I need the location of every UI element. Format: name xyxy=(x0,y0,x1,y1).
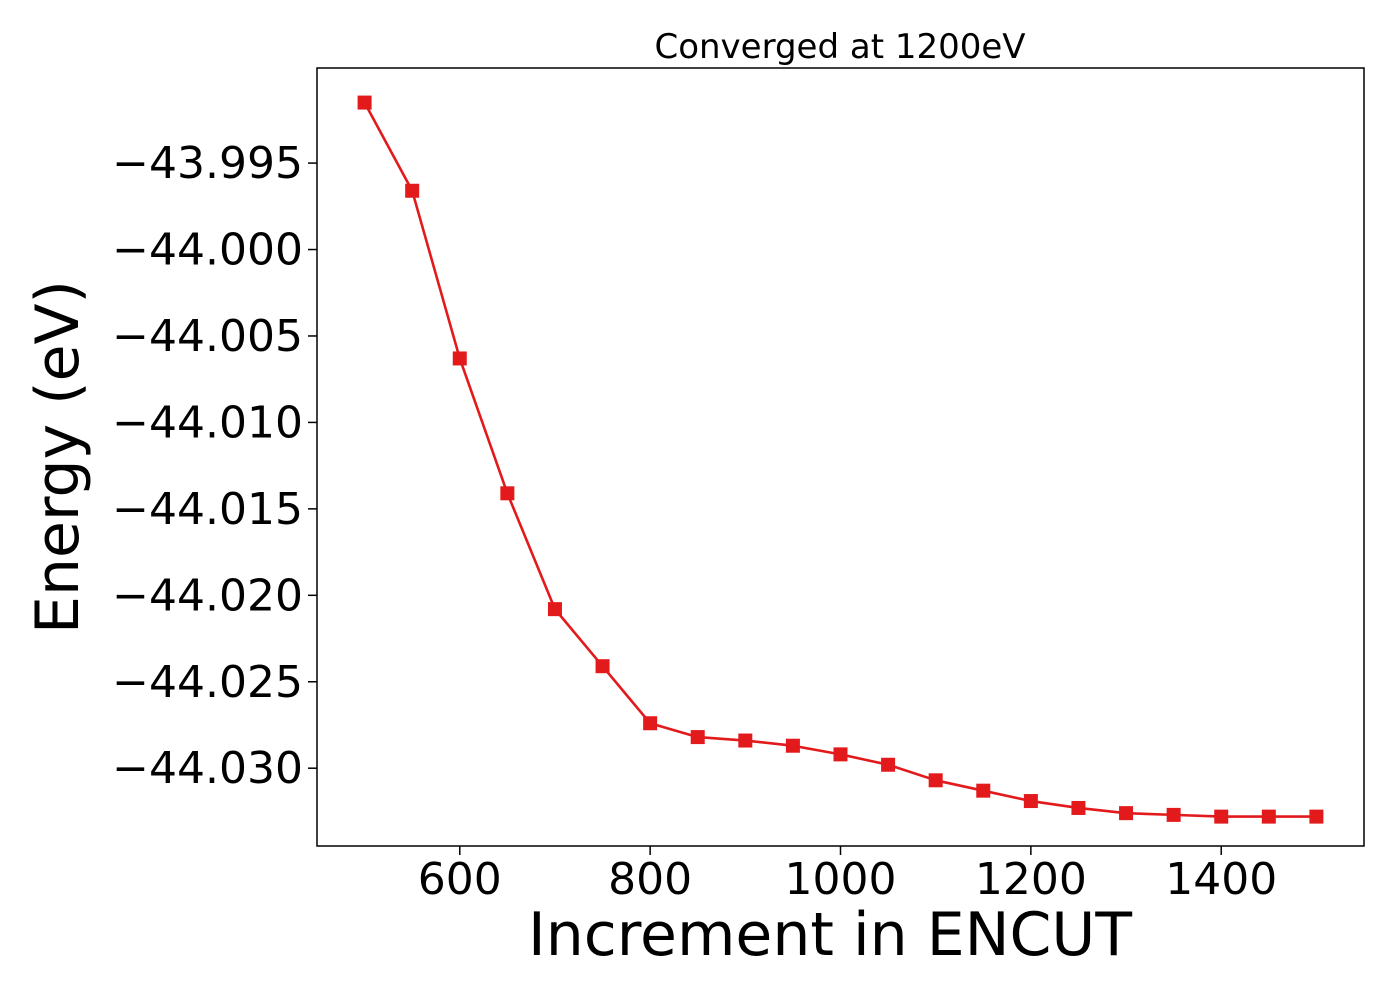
chart-title: Converged at 1200eV xyxy=(654,27,1025,67)
x-tick-label: 1400 xyxy=(1165,854,1277,905)
data-point-marker xyxy=(976,783,991,798)
y-tick-label: −44.025 xyxy=(112,657,303,708)
data-point-marker xyxy=(643,716,658,731)
y-tick-label: −44.015 xyxy=(112,484,303,535)
data-point-marker xyxy=(1071,800,1086,815)
y-tick-label: −44.020 xyxy=(112,570,303,621)
data-point-marker xyxy=(690,730,705,745)
series-layer xyxy=(357,95,1324,824)
x-axis-label: Increment in ENCUT xyxy=(528,900,1132,970)
data-point-marker xyxy=(881,757,896,772)
data-point-marker xyxy=(928,773,943,788)
data-point-marker xyxy=(357,95,372,110)
data-point-marker xyxy=(1309,809,1324,824)
y-tick-label: −44.030 xyxy=(112,743,303,794)
data-point-marker xyxy=(785,738,800,753)
data-point-marker xyxy=(500,486,515,501)
x-axis: 600 800 1000 1200 1400 xyxy=(418,846,1277,905)
data-point-marker xyxy=(1023,794,1038,809)
data-point-marker xyxy=(1261,809,1276,824)
x-tick-label: 1000 xyxy=(785,854,897,905)
y-axis: −43.995 −44.000 −44.005 −44.010 −44.015 −44.0… xyxy=(112,138,317,794)
data-point-marker xyxy=(1119,806,1134,821)
series-line xyxy=(363,101,1317,818)
data-point-marker xyxy=(1214,809,1229,824)
data-point-marker xyxy=(452,351,467,366)
y-tick-label: −44.010 xyxy=(112,397,303,448)
data-point-marker xyxy=(833,747,848,762)
x-tick-label: 600 xyxy=(418,854,502,905)
data-point-marker xyxy=(595,659,610,674)
y-tick-label: −44.000 xyxy=(112,225,303,276)
y-tick-label: −44.005 xyxy=(112,311,303,362)
x-tick-label: 800 xyxy=(608,854,692,905)
data-point-marker xyxy=(738,733,753,748)
data-point-marker xyxy=(1166,807,1181,822)
x-tick-label: 1200 xyxy=(975,854,1087,905)
data-point-marker xyxy=(405,183,420,198)
data-point-marker xyxy=(547,602,562,617)
y-tick-label: −43.995 xyxy=(112,138,303,189)
plot-area-frame xyxy=(316,67,1365,847)
y-axis-label: Energy (eV) xyxy=(23,280,93,634)
